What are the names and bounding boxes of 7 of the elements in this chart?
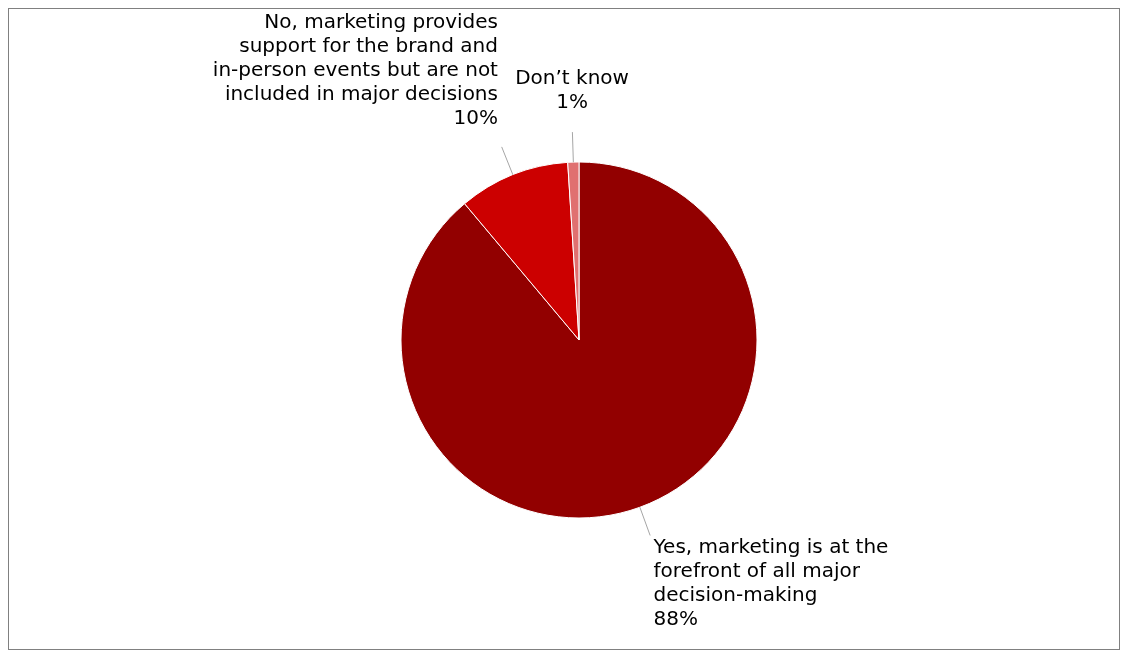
slice-label: No, marketing provides support for the brand and in-person events but are not included in major decisions	[212, 8, 499, 105]
data-label: 1%	[556, 89, 588, 114]
pie-slice	[400, 161, 758, 519]
data-label: 88%	[653, 605, 699, 630]
data-label: 10%	[453, 104, 498, 129]
slice-label: Don’t know	[515, 65, 629, 90]
slice-label: Yes, marketing is at the forefront of all major decision-making	[652, 533, 889, 606]
